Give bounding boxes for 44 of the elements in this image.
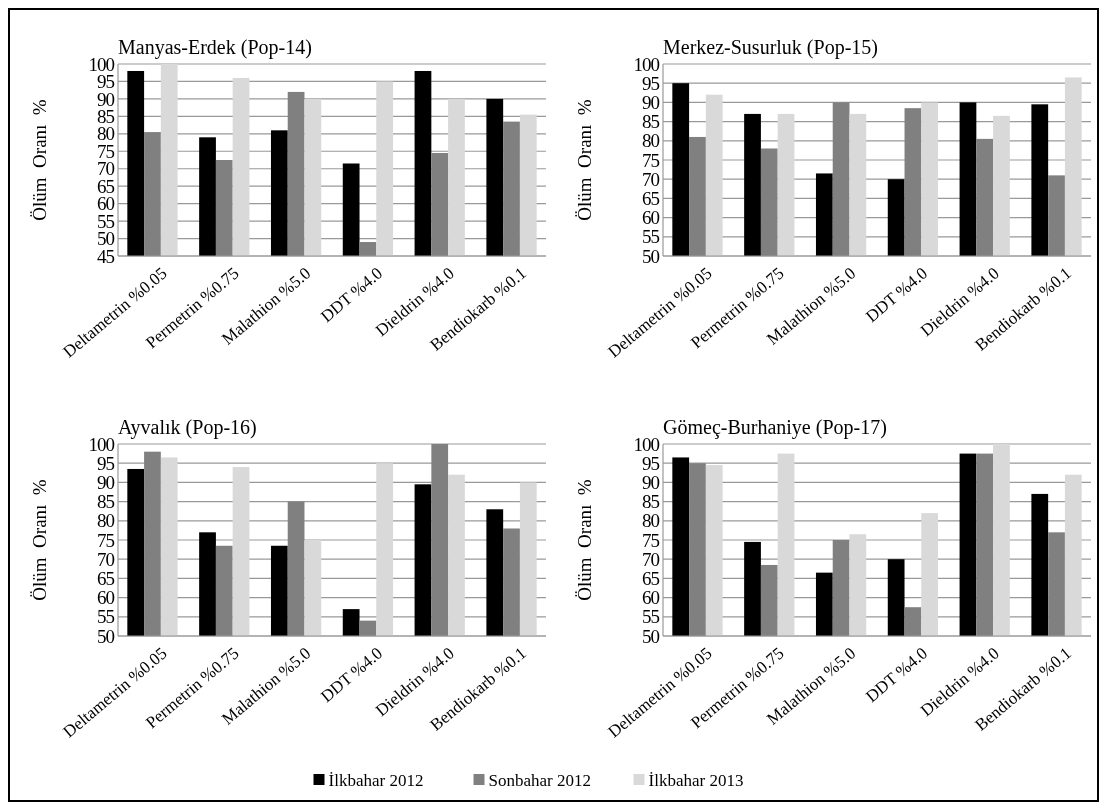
y-tick-label: 100 xyxy=(633,53,660,75)
y-tick-label: 85 xyxy=(642,111,660,133)
y-tick-label: 65 xyxy=(97,568,115,590)
y-axis-title: Ölüm Oranı % xyxy=(574,99,595,221)
y-tick-label: 50 xyxy=(642,625,660,647)
y-axis-title: Ölüm Oranı % xyxy=(29,99,50,221)
y-tick-label: 50 xyxy=(97,625,115,647)
chart-title: Gömeç-Burhaniye (Pop-17) xyxy=(663,416,887,439)
y-tick-label: 50 xyxy=(642,245,660,267)
y-tick-label: 70 xyxy=(642,548,660,570)
legend-label: İlkbahar 2012 xyxy=(328,770,424,790)
y-axis-title: Ölüm Oranı % xyxy=(29,479,50,601)
y-axis-title: Ölüm Oranı % xyxy=(574,479,595,601)
y-tick-label: 90 xyxy=(97,472,115,494)
y-tick-label: 55 xyxy=(642,226,660,248)
y-tick-label: 70 xyxy=(642,168,660,190)
legend-label: Sonbahar 2012 xyxy=(488,770,591,790)
y-tick-label: 75 xyxy=(642,149,660,171)
y-tick-label: 100 xyxy=(88,433,115,455)
y-tick-label: 80 xyxy=(97,510,115,532)
y-tick-label: 60 xyxy=(642,587,660,609)
chart-title: Ayvalık (Pop-16) xyxy=(118,416,257,439)
y-tick-label: 70 xyxy=(97,548,115,570)
y-tick-label: 95 xyxy=(642,72,660,94)
y-tick-label: 60 xyxy=(97,587,115,609)
legend-label: İlkbahar 2013 xyxy=(648,770,744,790)
y-tick-label: 65 xyxy=(642,568,660,590)
y-tick-label: 75 xyxy=(97,529,115,551)
y-tick-label: 95 xyxy=(642,452,660,474)
y-tick-label: 85 xyxy=(97,491,115,513)
y-tick-label: 75 xyxy=(642,529,660,551)
y-tick-label: 80 xyxy=(642,510,660,532)
y-tick-label: 65 xyxy=(642,188,660,210)
y-tick-label: 55 xyxy=(642,606,660,628)
y-tick-label: 60 xyxy=(642,207,660,229)
chart-title: Manyas-Erdek (Pop-14) xyxy=(118,36,312,59)
y-tick-label: 80 xyxy=(642,130,660,152)
y-tick-label: 100 xyxy=(633,433,660,455)
y-tick-label: 55 xyxy=(97,606,115,628)
chart-title: Merkez-Susurluk (Pop-15) xyxy=(663,36,878,59)
y-tick-label: 90 xyxy=(642,472,660,494)
y-tick-label: 85 xyxy=(642,491,660,513)
y-tick-label: 95 xyxy=(97,452,115,474)
y-tick-label: 90 xyxy=(642,92,660,114)
